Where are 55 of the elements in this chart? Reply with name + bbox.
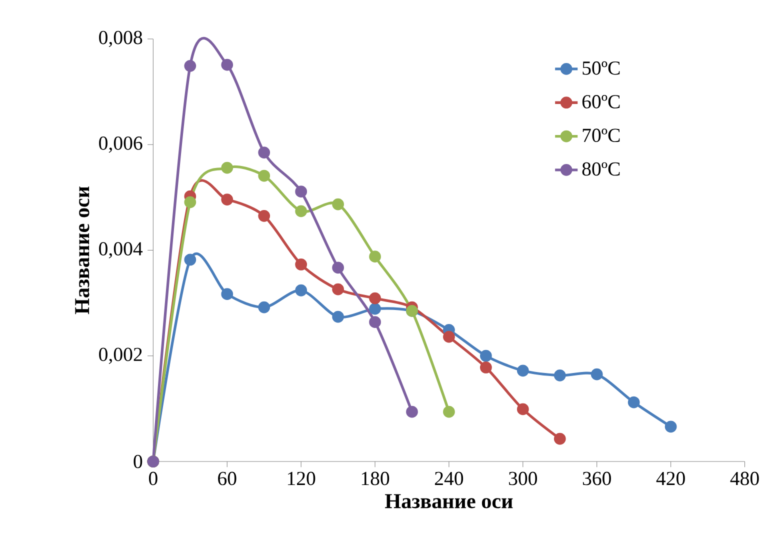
point [443, 331, 455, 344]
point [258, 210, 270, 222]
point [590, 368, 603, 381]
point [332, 311, 344, 323]
x-tick-label: 420 [656, 472, 685, 486]
point [258, 302, 270, 314]
point [628, 396, 640, 409]
point [295, 284, 308, 297]
x-tick-label: 120 [288, 472, 316, 486]
point [554, 370, 566, 382]
point [516, 364, 529, 377]
point [184, 60, 196, 72]
point [221, 288, 234, 300]
point [332, 262, 344, 274]
legend-label: 60ºC [582, 95, 620, 109]
point [480, 350, 492, 362]
x-tick-label: 240 [434, 472, 464, 486]
x-axis-title: Название оси [385, 494, 513, 508]
point [221, 194, 234, 206]
point [516, 403, 529, 416]
point [258, 170, 270, 182]
point [295, 186, 308, 198]
point [369, 316, 381, 328]
x-tick-label: 60 [218, 472, 236, 486]
point [221, 59, 234, 71]
point [184, 254, 196, 266]
point [332, 284, 344, 296]
point [369, 303, 381, 316]
x-tick-label: 480 [730, 472, 759, 486]
point [406, 406, 418, 418]
x-tick-label: 360 [582, 472, 611, 486]
x-tick-label: 180 [362, 472, 390, 486]
legend-label: 70ºC [582, 128, 620, 142]
point [258, 146, 270, 159]
point [369, 292, 381, 304]
y-tick-label: 0,002 [99, 348, 142, 364]
point [664, 420, 677, 433]
y-tick-label: 0 [134, 455, 142, 468]
y-tick-label: 0,004 [99, 242, 143, 259]
point [480, 362, 492, 374]
legend-label: 50ºC [582, 62, 620, 75]
point [184, 196, 196, 208]
y-tick-label: 0,006 [99, 136, 142, 153]
point [369, 250, 381, 263]
legend-label: 80ºC [582, 162, 620, 176]
point [443, 406, 455, 418]
y-tick-label: 0,008 [99, 31, 142, 48]
point [332, 198, 344, 210]
point [554, 433, 566, 445]
x-tick-label: 0 [148, 472, 158, 486]
y-axis-title: Название оси [75, 186, 90, 314]
x-tick-label: 300 [509, 472, 538, 486]
point [295, 258, 308, 271]
point [221, 162, 234, 174]
point [295, 205, 308, 218]
